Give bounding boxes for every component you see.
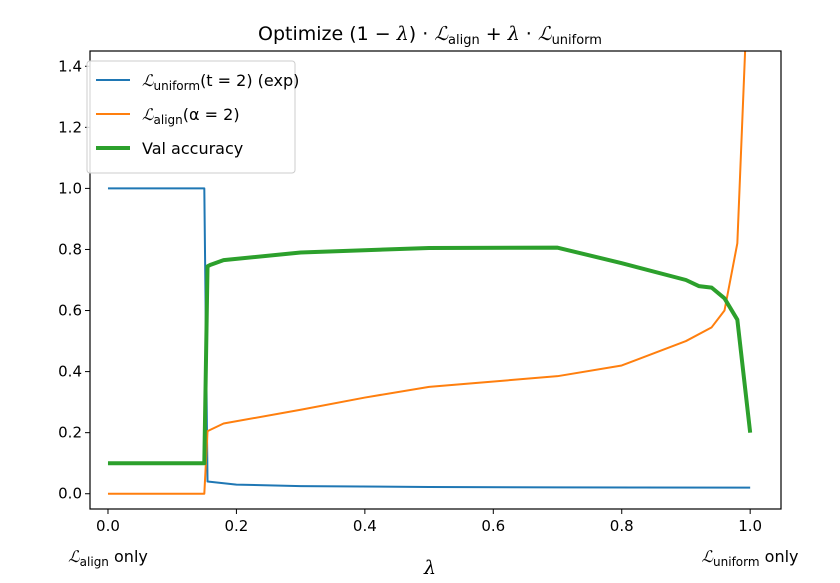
y-tick-label: 1.2 (58, 118, 82, 136)
x-tick-label: 0.2 (224, 517, 248, 535)
y-tick-label: 0.4 (58, 363, 82, 381)
x-left-extra-label: ℒalign only (68, 547, 148, 569)
x-tick-label: 0.8 (610, 517, 634, 535)
y-tick-label: 0.2 (58, 424, 82, 442)
x-tick-label: 0.4 (353, 517, 377, 535)
y-tick-label: 1.4 (58, 57, 82, 75)
series-line-0 (107, 187, 751, 489)
plot-frame (89, 50, 782, 510)
legend-label-1: ℒalign(α = 2) (142, 105, 240, 127)
series-line-2 (107, 245, 753, 466)
chart-title: Optimize (1 − λ) · ℒalign + λ · ℒuniform (258, 23, 602, 48)
y-tick-label: 0.6 (58, 302, 82, 320)
x-tick-label: 0.6 (481, 517, 505, 535)
x-right-extra-label: ℒuniform only (702, 547, 799, 569)
y-tick-label: 0.0 (58, 485, 82, 503)
series-line-1 (107, 51, 747, 495)
legend-label-2: Val accuracy (142, 139, 243, 158)
x-tick-label: 0.0 (96, 517, 120, 535)
x-tick-label: 1.0 (738, 517, 762, 535)
y-tick-label: 0.8 (58, 240, 82, 258)
y-tick-label: 1.0 (58, 179, 82, 197)
legend-label-0: ℒuniform(t = 2) (exp) (142, 71, 299, 93)
x-axis-label: λ (423, 557, 436, 578)
legend: ℒuniform(t = 2) (exp) ℒalign(α = 2) Val ac… (86, 60, 299, 174)
